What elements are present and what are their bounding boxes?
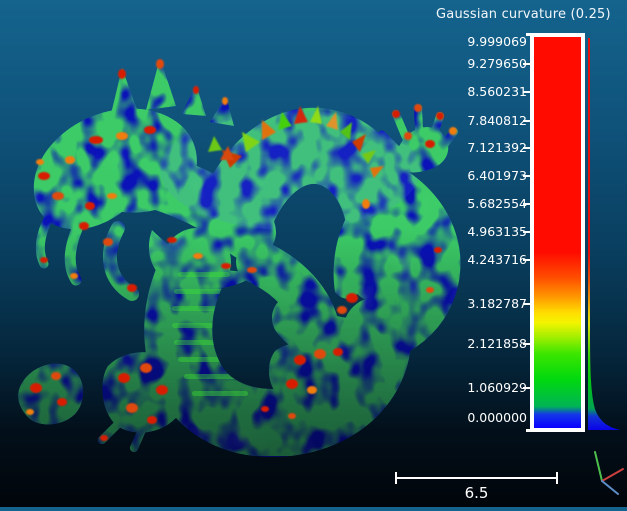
colorbar-tick-label: 4.963135 <box>467 224 527 239</box>
axis-y-green <box>594 451 603 482</box>
colorbar-tick-label: 7.840812 <box>467 113 527 128</box>
colorbar-tick-label: 2.121858 <box>467 336 527 351</box>
legend-title: Gaussian curvature (0.25) <box>436 7 611 22</box>
scale-bar-line <box>395 477 558 479</box>
colorbar-gradient <box>534 37 581 428</box>
tick-mark <box>523 120 530 122</box>
axis-z-blue <box>601 480 619 495</box>
colorbar-tick-label: 5.682554 <box>467 196 527 211</box>
tick-mark <box>523 343 530 345</box>
tick-mark <box>523 259 530 261</box>
colorbar-tick-label: 7.121392 <box>467 140 527 155</box>
tick-mark <box>523 303 530 305</box>
tick-mark <box>523 231 530 233</box>
colorbar-tick-label: 9.279650 <box>467 56 527 71</box>
colorbar-tick-label: 8.560231 <box>467 84 527 99</box>
histogram-curve <box>588 38 621 430</box>
scale-bar-tick-left <box>395 472 397 484</box>
tick-mark <box>523 387 530 389</box>
tick-mark <box>523 91 530 93</box>
axis-x-red <box>601 468 624 482</box>
scale-bar-tick-right <box>556 472 558 484</box>
scale-bar: 6.5 <box>395 471 558 505</box>
colorbar-frame-lip-top <box>526 33 531 36</box>
colorbar <box>526 33 621 432</box>
colorbar-tick-label: 9.999069 <box>467 34 527 49</box>
axis-gizmo <box>594 451 624 495</box>
spine-ridge-spikes <box>208 106 384 178</box>
tick-mark <box>523 147 530 149</box>
colorbar-tick-label: 6.401973 <box>467 168 527 183</box>
colorbar-tick-label: 1.060929 <box>467 380 527 395</box>
colorbar-tick-label: 4.243716 <box>467 252 527 267</box>
colorbar-tick-label: 3.182787 <box>467 296 527 311</box>
scale-bar-label: 6.5 <box>464 484 489 502</box>
chest-scale-ribs <box>172 272 248 396</box>
tick-mark <box>523 63 530 65</box>
curvature-accents <box>26 59 457 441</box>
tick-mark <box>523 175 530 177</box>
tick-mark <box>523 203 530 205</box>
colorbar-tick-label: 0.000000 <box>467 410 527 425</box>
colorbar-frame-lip-bottom <box>526 429 531 432</box>
